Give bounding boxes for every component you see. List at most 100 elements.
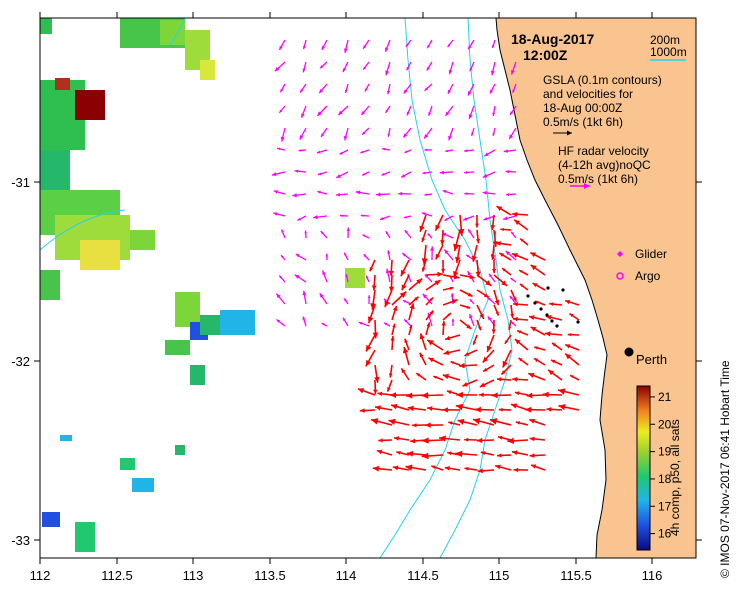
x-tick-label: 112 [30, 568, 51, 583]
hf-arrow-head [530, 453, 535, 458]
sst-patch [220, 310, 255, 335]
sst-patch [40, 18, 52, 34]
perth-marker [625, 348, 634, 357]
hf-arrow-head [479, 393, 484, 398]
gsla-arrow-head [340, 214, 343, 217]
hf-arrow-head [442, 321, 446, 326]
gsla-arrow-head [428, 112, 431, 116]
gsla-arrow-head [380, 217, 384, 220]
hf-arrow-head [478, 326, 481, 330]
sst-patch [42, 512, 60, 527]
hf-arrow-head [373, 466, 379, 472]
gsla-arrow-head [464, 192, 467, 195]
hf-arrow-head [492, 269, 496, 273]
sst-patch [190, 365, 205, 385]
sst-patch [40, 270, 60, 300]
hf-arrow-head [412, 423, 416, 427]
sst-patch [130, 230, 155, 250]
glider-legend-label: Glider [635, 247, 667, 261]
argo-legend-label: Argo [635, 269, 661, 283]
y-tick-label: -33 [11, 533, 30, 548]
timestamp-date: 18-Aug-2017 [511, 31, 594, 47]
hf-arrow-head [368, 316, 374, 323]
gsla-arrow-head [424, 149, 427, 152]
gsla-arrow-head [368, 295, 371, 298]
hf-info-line-3: 0.5m/s (1kt 6h) [558, 172, 638, 186]
hf-arrow-head [512, 450, 518, 455]
hf-arrow-head [525, 407, 531, 413]
sst-patch [175, 292, 200, 327]
gsla-arrow-head [360, 151, 363, 154]
gsla-arrow-head [376, 192, 380, 196]
sst-patch [60, 435, 72, 441]
hf-arrow-head [442, 407, 448, 412]
hf-arrow-head [360, 408, 365, 413]
contour-1000m [380, 18, 488, 558]
gsla-arrow-head [299, 149, 302, 152]
hf-arrow-head [477, 438, 483, 443]
gsla-arrow-head [448, 136, 452, 141]
hf-arrow-head [425, 422, 431, 427]
gsla-arrow-head [464, 171, 467, 174]
x-tick-label: 115 [489, 568, 510, 583]
x-tick-label: 114 [336, 568, 357, 583]
glider-point [561, 288, 564, 291]
gsla-arrow-head [304, 231, 307, 234]
hf-arrow-head [511, 403, 517, 408]
gsla-arrow-head [451, 293, 454, 297]
hf-arrow-head [546, 407, 551, 412]
gsla-arrow-head [422, 212, 426, 215]
hf-arrow-head [441, 269, 445, 273]
sst-patch [200, 60, 215, 80]
hf-arrow-head [422, 238, 426, 242]
hf-arrow-head [406, 392, 412, 398]
gsla-arrow-head [336, 193, 340, 197]
sst-patch [200, 315, 220, 335]
hf-arrow-head [512, 377, 517, 382]
gsla-arrow-head [398, 192, 402, 196]
gsla-info-line-3: 18-Aug 00:00Z [543, 101, 622, 115]
hf-arrow-head [531, 464, 536, 468]
hf-arrow-head [391, 336, 395, 341]
perth-label: Perth [636, 352, 667, 367]
hf-arrow-head [514, 468, 519, 472]
hf-arrow-head [410, 439, 415, 444]
hf-arrow-head [497, 453, 502, 457]
sst-patch [345, 268, 365, 288]
glider-track [526, 286, 579, 327]
hf-arrow-head [371, 418, 378, 424]
imos-credit: © IMOS 07-Nov-2017 06:41 Hobart Time [718, 360, 732, 578]
sst-patch [132, 478, 154, 492]
x-tick-label: 115.5 [560, 568, 592, 583]
x-tick-label: 113.5 [254, 568, 286, 583]
hf-info-line-1: HF radar velocity [558, 144, 649, 158]
sst-patch [55, 78, 70, 90]
hf-arrow-head [421, 392, 428, 399]
y-tick-label: -32 [11, 354, 30, 369]
sst-patch [80, 240, 120, 270]
hf-info-line-2: (4-12h avg)noQC [558, 158, 651, 172]
x-tick-label: 112.5 [101, 568, 133, 583]
colorbar-label: 4h comp, p50, all sats [668, 419, 682, 536]
sst-patch [120, 458, 135, 470]
ocean-map: Perth 112 112.5 113 113.5 114 114.5 115 115.5 11… [0, 0, 739, 592]
glider-point [555, 324, 558, 327]
hf-arrow-head [372, 285, 377, 290]
sst-patch [75, 90, 105, 120]
glider-point [539, 307, 542, 310]
gsla-info-line-4: 0.5m/s (1kt 6h) [543, 115, 623, 129]
hf-arrow-head [407, 451, 413, 457]
hf-arrow-head [422, 453, 429, 459]
hf-arrow-head [565, 300, 570, 304]
hf-arrow-head [499, 408, 503, 412]
hf-arrow-head [390, 392, 396, 398]
gsla-arrow-head [430, 246, 434, 250]
hf-arrow-head [464, 438, 468, 442]
hf-arrow-head [475, 407, 481, 413]
glider-point [576, 320, 579, 323]
sst-colorbar [637, 386, 650, 550]
hf-arrow-head [568, 333, 572, 336]
hf-arrow-head [440, 240, 445, 245]
glider-point [545, 313, 548, 316]
gsla-arrow-head [506, 193, 509, 196]
